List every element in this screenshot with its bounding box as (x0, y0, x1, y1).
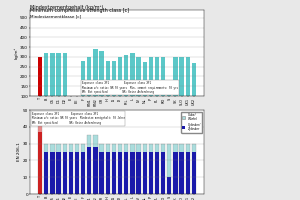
Bar (161, 57, 165, 116)
Bar (173, 144, 178, 194)
Bar (112, 152, 116, 194)
Bar (130, 53, 134, 116)
Bar (149, 144, 153, 194)
Bar (136, 144, 141, 194)
Bar (167, 144, 172, 194)
Bar (81, 61, 85, 116)
Bar (167, 81, 172, 116)
Bar (136, 152, 141, 194)
Bar (142, 144, 147, 194)
Bar (179, 152, 184, 194)
Bar (142, 62, 147, 116)
Bar (44, 152, 48, 194)
Bar (62, 53, 67, 116)
Bar (124, 144, 128, 194)
Bar (161, 144, 165, 194)
Bar (186, 57, 190, 116)
Bar (50, 152, 55, 194)
Bar (179, 144, 184, 194)
Bar (69, 152, 73, 194)
Bar (124, 55, 128, 116)
Bar (161, 152, 165, 194)
Bar (69, 144, 73, 194)
Bar (75, 144, 79, 194)
Text: Mindestzementklasse [c]: Mindestzementklasse [c] (30, 14, 81, 18)
Bar (112, 61, 116, 116)
Bar (62, 152, 67, 194)
Bar (75, 96, 79, 116)
Bar (142, 152, 147, 194)
Bar (173, 152, 178, 194)
Y-axis label: kg/m³: kg/m³ (14, 47, 19, 59)
Bar (87, 147, 92, 194)
Text: Exposure class XF1          Exposure class XF1
Maximum w/c ratio: NR 50 years  M: Exposure class XF1 Exposure class XF1 Ma… (82, 81, 178, 94)
Bar (87, 57, 92, 116)
Bar (38, 132, 42, 194)
Bar (167, 177, 172, 194)
Text: Mindestzementgehalt (kg/m³): Mindestzementgehalt (kg/m³) (30, 5, 103, 10)
Bar (186, 144, 190, 194)
Bar (155, 152, 159, 194)
Bar (118, 57, 122, 116)
Bar (130, 152, 134, 194)
Bar (38, 118, 42, 194)
Bar (179, 57, 184, 116)
Bar (100, 144, 104, 194)
Bar (69, 96, 73, 116)
Bar (50, 144, 55, 194)
Bar (56, 144, 61, 194)
Bar (149, 152, 153, 194)
Bar (124, 152, 128, 194)
Bar (87, 135, 92, 194)
Bar (38, 57, 42, 116)
Bar (100, 152, 104, 194)
Bar (93, 49, 98, 116)
Bar (118, 152, 122, 194)
Bar (155, 57, 159, 116)
Bar (106, 144, 110, 194)
Bar (93, 135, 98, 194)
Bar (130, 144, 134, 194)
Bar (155, 144, 159, 194)
Text: Minimum compressive strength class [c]: Minimum compressive strength class [c] (30, 8, 129, 13)
Bar (44, 53, 48, 116)
Bar (186, 152, 190, 194)
Bar (112, 144, 116, 194)
Text: Exposure class XF1        Exposure class XF1
Minimum w/c ratio: NR 50 years  Min: Exposure class XF1 Exposure class XF1 Mi… (32, 112, 125, 125)
Bar (106, 152, 110, 194)
Bar (93, 147, 98, 194)
Bar (173, 57, 178, 116)
Legend: Cube/
Würfel, Cylinder/
Zylinder: Cube/ Würfel, Cylinder/ Zylinder (181, 112, 202, 133)
Bar (75, 152, 79, 194)
Bar (118, 144, 122, 194)
Bar (192, 63, 196, 116)
Bar (106, 61, 110, 116)
Bar (50, 53, 55, 116)
Bar (81, 152, 85, 194)
Bar (81, 144, 85, 194)
Bar (44, 144, 48, 194)
Bar (56, 53, 61, 116)
Y-axis label: EN 206-1: EN 206-1 (17, 143, 21, 161)
Bar (100, 51, 104, 116)
Bar (136, 57, 141, 116)
Bar (192, 144, 196, 194)
Bar (62, 144, 67, 194)
Bar (56, 152, 61, 194)
Bar (192, 152, 196, 194)
Bar (149, 57, 153, 116)
